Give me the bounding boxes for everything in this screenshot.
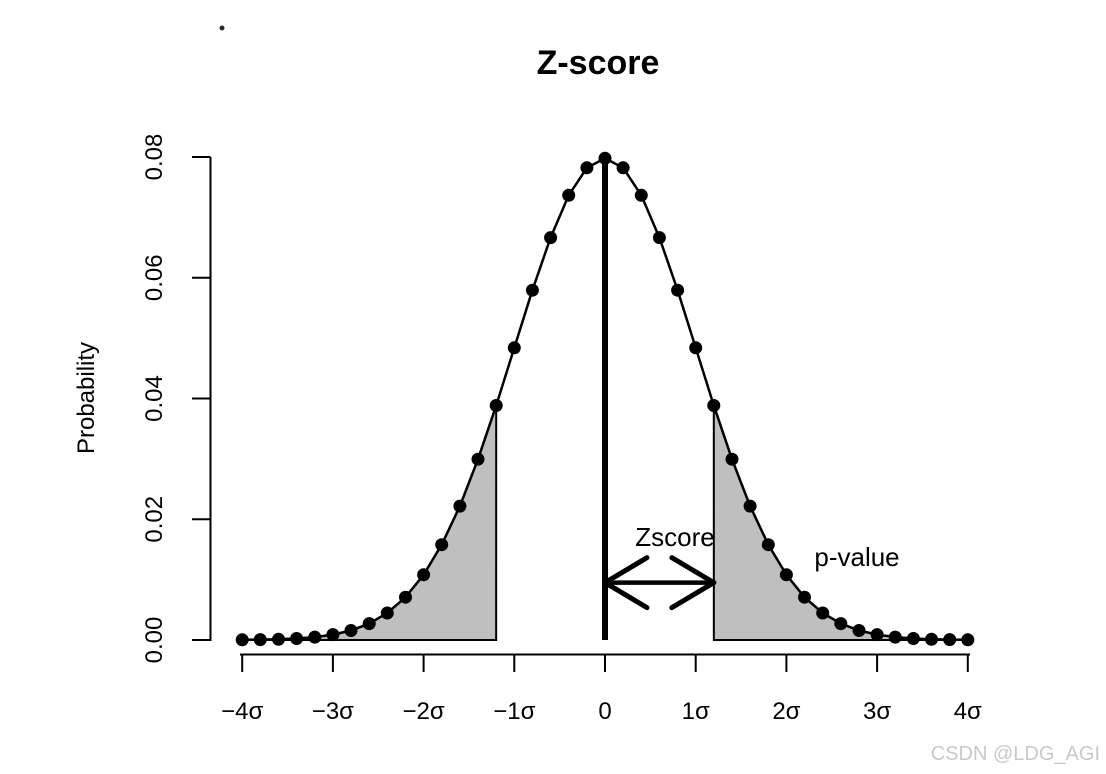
- y-tick-label: 0.04: [141, 375, 168, 422]
- y-tick-label: 0.02: [141, 496, 168, 543]
- x-tick-label: 0: [598, 698, 611, 725]
- curve-point: [471, 452, 485, 466]
- stray-dot-artifact: [219, 25, 225, 31]
- x-tick-label: −3σ: [312, 698, 354, 725]
- x-tick-label: 4σ: [954, 698, 982, 725]
- curve-point: [453, 499, 467, 513]
- x-tick-label: 2σ: [772, 698, 800, 725]
- curve-point: [689, 341, 703, 355]
- points-layer: [235, 151, 975, 647]
- curve-point: [326, 628, 340, 642]
- p-value-annotation-label: p-value: [814, 542, 899, 572]
- curve-point: [852, 624, 866, 637]
- curve-point: [417, 568, 431, 582]
- x-tick-label: 1σ: [682, 698, 710, 725]
- axes-layer: 0.00 0.02 0.04 0.06 0.08 −4σ −3σ −2σ −1σ 0 1σ 2σ 3σ 4…: [141, 134, 982, 725]
- curve-point: [816, 606, 830, 620]
- curve-point: [634, 188, 648, 202]
- curve-point: [798, 590, 811, 604]
- curve-point: [290, 632, 304, 645]
- y-axis-label: Probability: [73, 342, 100, 454]
- curve-point: [308, 630, 322, 644]
- curve-point: [779, 568, 793, 582]
- curve-point: [834, 617, 848, 631]
- curve-point: [399, 590, 412, 604]
- curve-point: [272, 632, 285, 646]
- curve-point: [961, 633, 975, 647]
- curve-point: [725, 452, 739, 466]
- curve-point: [544, 231, 558, 245]
- curve-point: [906, 632, 920, 645]
- curve-point: [235, 633, 249, 647]
- x-tick-label: 3σ: [863, 698, 891, 725]
- curve-point: [507, 341, 521, 355]
- curve-point: [743, 499, 757, 513]
- curve-point: [435, 538, 449, 552]
- curve-point: [362, 617, 376, 631]
- x-tick-label: −2σ: [403, 698, 445, 725]
- p-value-shaded-region: [241, 405, 498, 641]
- curve-point: [761, 538, 775, 552]
- curve-point: [888, 630, 902, 644]
- curve-point: [580, 161, 594, 175]
- chart-title: Z-score: [537, 44, 660, 82]
- p-value-shaded-region: [712, 405, 969, 641]
- curve-point: [344, 624, 358, 637]
- y-tick-label: 0.06: [141, 254, 168, 301]
- zscore-arrowhead-barb: [602, 555, 650, 586]
- y-tick-label: 0.08: [141, 134, 168, 181]
- zscore-annotation-label: Zscore: [635, 522, 714, 552]
- zscore-arrowhead-barb: [669, 555, 717, 586]
- curve-point: [925, 632, 938, 646]
- curve-point: [652, 231, 666, 245]
- curve-point: [489, 399, 503, 412]
- zscore-arrow-layer: [602, 555, 717, 611]
- y-tick-label: 0.00: [141, 617, 168, 664]
- curve-point: [525, 283, 539, 297]
- zscore-arrowhead-barb: [602, 580, 650, 611]
- curve-point: [671, 283, 685, 297]
- x-tick-label: −1σ: [493, 698, 535, 725]
- watermark: CSDN @LDG_AGI: [931, 743, 1100, 765]
- curve-point: [562, 188, 576, 202]
- curve-point: [253, 633, 267, 647]
- curve-point: [943, 633, 957, 647]
- curve-point: [380, 606, 394, 620]
- zscore-arrowhead-barb: [669, 580, 717, 611]
- curve-point: [870, 628, 884, 642]
- x-tick-label: −4σ: [221, 698, 263, 725]
- curve-point: [616, 161, 630, 175]
- curve-point: [707, 399, 721, 412]
